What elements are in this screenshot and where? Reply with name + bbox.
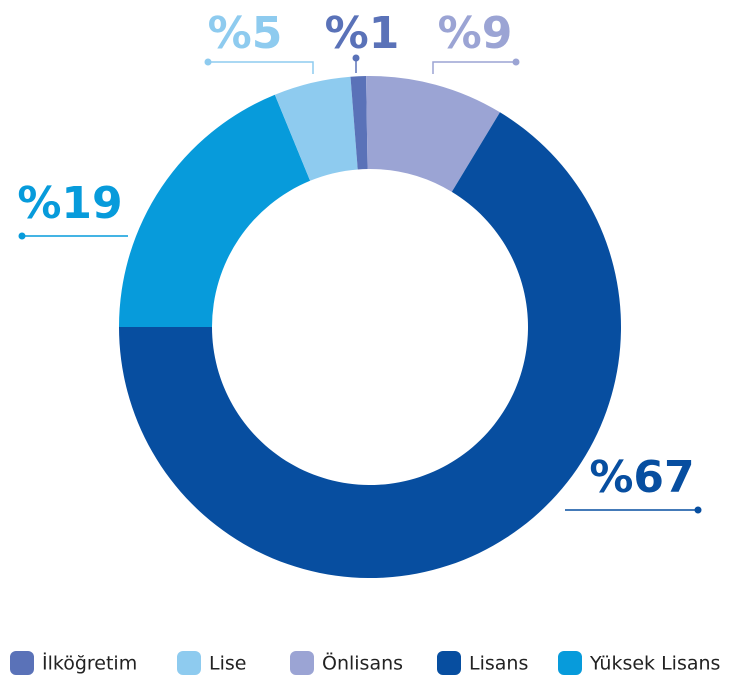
data-label: %5 [208, 8, 283, 59]
legend-label: İlköğretim [42, 652, 137, 675]
legend-label: Yüksek Lisans [589, 653, 720, 675]
legend-swatch [558, 651, 582, 675]
data-label: %67 [589, 452, 694, 503]
donut-segment [274, 76, 358, 181]
leader-dot [694, 506, 702, 514]
leader-dot [18, 232, 26, 240]
donut-segment [119, 112, 621, 578]
leader-dot [204, 58, 212, 66]
legend-swatch [437, 651, 461, 675]
donut-segment [350, 76, 368, 170]
legend-label: Önlisans [322, 652, 403, 675]
leader-dot [352, 54, 360, 62]
leader-dot [512, 58, 520, 66]
legend-label: Lise [209, 653, 246, 675]
legend-label: Lisans [469, 653, 528, 675]
leader-line [432, 61, 516, 74]
data-label: %19 [17, 178, 122, 229]
legend-swatch [177, 651, 201, 675]
data-label: %9 [438, 8, 513, 59]
data-label: %1 [325, 8, 400, 59]
leader-line [208, 61, 314, 74]
donut-segment [119, 94, 311, 327]
donut-segment [366, 76, 500, 192]
legend-swatch [10, 651, 34, 675]
legend-swatch [290, 651, 314, 675]
